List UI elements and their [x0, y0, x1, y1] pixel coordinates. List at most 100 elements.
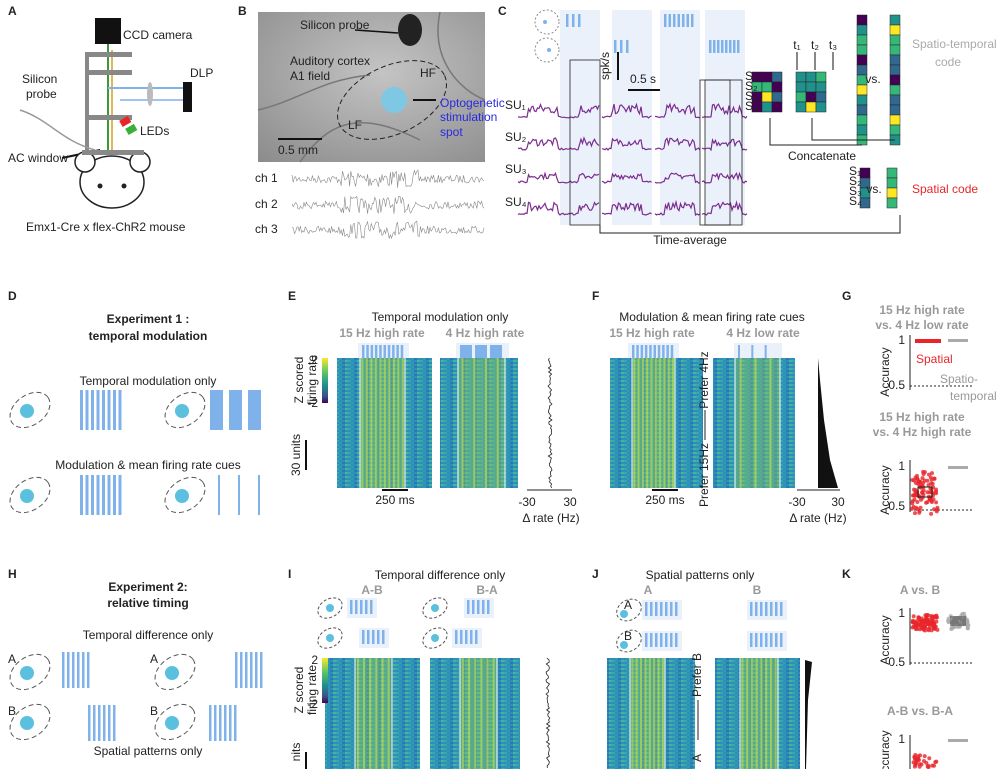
- stim-bar: [490, 345, 502, 358]
- label: S₁: [745, 69, 757, 83]
- label: Δ rate (Hz): [522, 511, 579, 525]
- stim-spot: [326, 604, 334, 612]
- label: 30: [831, 495, 845, 509]
- stim-bar: [475, 630, 478, 644]
- mean-box: [917, 486, 933, 498]
- stim-bar: [365, 600, 368, 614]
- label: temporal: [950, 389, 997, 403]
- label: 0.5 s: [630, 72, 656, 86]
- label: A: [644, 583, 653, 597]
- stim-spot: [431, 604, 439, 612]
- psth-trace: [601, 102, 652, 119]
- stim-bar: [91, 475, 94, 515]
- stim-spot: [620, 610, 628, 618]
- stim-spot: [20, 489, 34, 503]
- accuracy-dot: [922, 619, 927, 624]
- label: Auditory cortex: [290, 54, 370, 68]
- label: -2: [307, 396, 318, 410]
- heatmap-stripe: [663, 358, 666, 488]
- stim-bar: [632, 345, 635, 358]
- heatmap-stripe: [640, 658, 643, 769]
- stim-bar: [82, 652, 85, 688]
- stim-bar: [67, 652, 70, 688]
- accuracy-dot: [930, 471, 934, 476]
- accuracy-dot: [922, 754, 927, 759]
- stim-bar: [620, 40, 623, 53]
- label: t₂: [811, 38, 819, 52]
- heatmap-stripe: [374, 358, 377, 488]
- stim-bar: [675, 602, 678, 616]
- heatmap-stripe: [492, 658, 495, 769]
- label: 2: [311, 653, 318, 667]
- heatmap-stripe: [650, 358, 653, 488]
- stim-bar: [738, 345, 740, 358]
- ephys-trace: [291, 220, 485, 240]
- vessel: [257, 11, 486, 163]
- heatmap-stripe: [356, 658, 359, 769]
- stim-bar: [650, 602, 653, 616]
- label: Prefer 15Hz: [697, 443, 711, 507]
- connector: [599, 215, 901, 234]
- heatmap-stripe: [760, 658, 763, 769]
- stim-bar: [374, 345, 378, 358]
- code-cell: [856, 24, 868, 36]
- psth-trace: [601, 172, 652, 184]
- stim-bar: [80, 475, 83, 515]
- code-cell: [856, 44, 868, 56]
- stim-bar: [760, 602, 763, 616]
- connector: [769, 118, 895, 146]
- label: A-B: [361, 583, 383, 597]
- accuracy-dot: [926, 763, 931, 768]
- psth-trace: [654, 102, 701, 119]
- led: [125, 123, 138, 135]
- label: B: [624, 629, 632, 643]
- label: firing rate: [305, 355, 319, 405]
- label: t₁: [793, 38, 800, 52]
- stim-bar: [118, 390, 122, 430]
- code-cell: [856, 54, 868, 66]
- stim-bar: [482, 600, 485, 614]
- heatmap-response: [740, 658, 778, 769]
- psth-trace: [701, 200, 748, 216]
- heatmap-stripe: [387, 658, 390, 769]
- panel-letter: E: [288, 289, 296, 303]
- stim-bar: [96, 390, 100, 430]
- heatmap-response: [630, 658, 665, 769]
- label: 30 units: [289, 434, 303, 476]
- panel-letter: I: [288, 567, 291, 581]
- heatmap-stripe: [480, 658, 483, 769]
- stim-outline: [9, 476, 51, 514]
- stim-bar: [229, 705, 232, 741]
- heatmap-stripe: [646, 358, 649, 488]
- stim-bar: [660, 633, 663, 647]
- label: A: [8, 652, 16, 666]
- stim-bar: [755, 633, 758, 647]
- accuracy-bar: [915, 339, 941, 343]
- accuracy-dot: [911, 614, 916, 619]
- stim-outline: [616, 629, 642, 653]
- heatmap-response: [355, 658, 392, 769]
- optic-mount: [85, 52, 89, 152]
- accuracy-dot: [910, 501, 915, 506]
- stim-spot: [165, 666, 179, 680]
- stim-bar: [670, 633, 673, 647]
- stim-outline: [616, 598, 642, 622]
- label: Spatial patterns only: [94, 744, 203, 758]
- lens: [147, 82, 153, 106]
- accuracy-dot: [935, 627, 940, 632]
- accuracy-dot: [917, 627, 922, 632]
- code-cell: [805, 101, 817, 113]
- code-cell: [886, 187, 898, 199]
- label: 1: [898, 333, 905, 347]
- probe-shadow: [398, 14, 422, 46]
- stim-bar: [655, 602, 658, 616]
- stim-icon: [534, 9, 560, 35]
- stim-bar: [750, 602, 753, 616]
- label: vs. 4 Hz low rate: [875, 318, 969, 332]
- label: -30: [788, 495, 806, 509]
- label: 0.5: [888, 655, 905, 669]
- stim-bar: [665, 602, 668, 616]
- stim-spot: [326, 634, 334, 642]
- code-cell: [859, 197, 871, 209]
- accuracy-dot: [946, 618, 951, 623]
